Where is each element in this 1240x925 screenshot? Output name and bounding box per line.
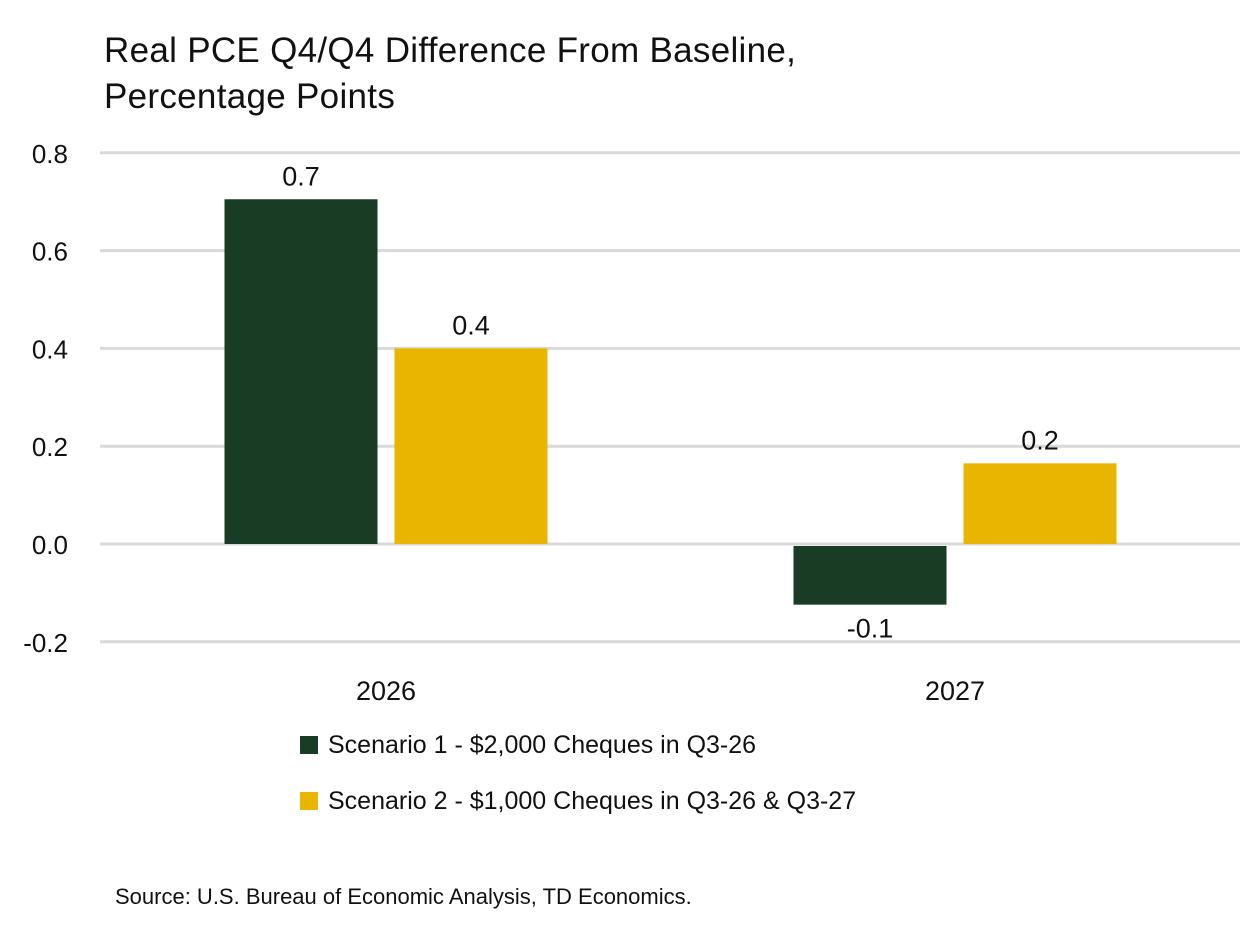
bar xyxy=(963,463,1117,544)
bar xyxy=(224,199,378,544)
chart-title-line-2: Percentage Points xyxy=(104,77,396,116)
legend-label-scenario-2: Scenario 2 - $1,000 Cheques in Q3-26 & Q… xyxy=(328,786,857,815)
legend-item-scenario-2: Scenario 2 - $1,000 Cheques in Q3-26 & Q… xyxy=(300,784,856,818)
source-note: Source: U.S. Bureau of Economic Analysis… xyxy=(115,884,692,909)
chart-title: Real PCE Q4/Q4 Difference From Baseline,… xyxy=(104,28,796,120)
x-tick-label: 2027 xyxy=(925,676,985,706)
legend-item-scenario-1: Scenario 1 - $2,000 Cheques in Q3-26 xyxy=(300,728,856,762)
y-tick-label: 0.4 xyxy=(32,334,68,364)
legend: Scenario 1 - $2,000 Cheques in Q3-26 Sce… xyxy=(300,728,856,840)
chart-title-line-1: Real PCE Q4/Q4 Difference From Baseline, xyxy=(104,31,797,70)
legend-label-scenario-1: Scenario 1 - $2,000 Cheques in Q3-26 xyxy=(328,730,757,759)
data-label: 0.4 xyxy=(452,310,490,340)
y-tick-label: 0.6 xyxy=(32,237,68,267)
legend-swatch-scenario-1 xyxy=(300,736,318,754)
data-label: -0.1 xyxy=(847,614,894,644)
y-tick-label: 0.2 xyxy=(32,432,68,462)
legend-swatch-scenario-2 xyxy=(300,792,318,810)
x-tick-label: 2026 xyxy=(356,676,416,706)
bar xyxy=(793,546,947,605)
y-tick-label: 0.0 xyxy=(32,530,68,560)
y-tick-label: -0.2 xyxy=(23,628,68,658)
data-label: 0.7 xyxy=(282,161,320,191)
y-tick-label: 0.8 xyxy=(32,139,68,169)
bar xyxy=(394,348,548,544)
data-label: 0.2 xyxy=(1021,425,1059,455)
bar-chart: -0.2 0.0 0.2 0.4 0.6 0.8 2026 0.7 0.4 2027 -0.1 0.2 xyxy=(23,139,1240,706)
